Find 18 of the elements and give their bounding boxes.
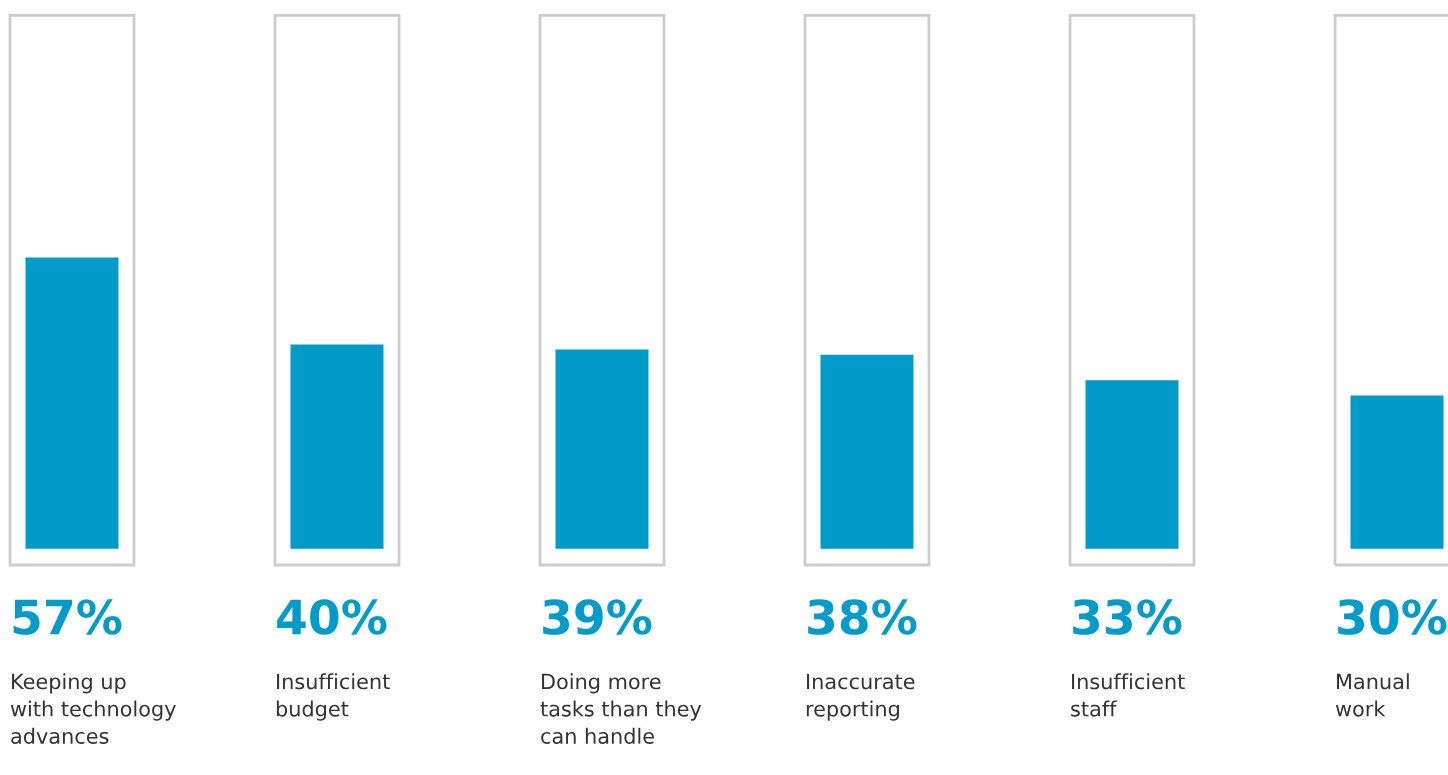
bar [1350, 395, 1444, 549]
bar [25, 257, 119, 549]
data-label: 40% [277, 599, 387, 635]
x-tick-label: Keeping up with technology advances [10, 673, 176, 744]
bar [555, 349, 649, 549]
bar [1085, 380, 1179, 549]
x-tick-label: Inaccurate reporting [806, 673, 915, 721]
data-label: 57% [13, 599, 122, 635]
x-tick-label: Insufficient budget [276, 673, 390, 721]
data-label: 30% [1338, 599, 1447, 635]
bar [820, 354, 914, 549]
data-label: 33% [1073, 599, 1182, 635]
data-label: 39% [543, 599, 652, 635]
data-label: 38% [808, 599, 917, 635]
bar [290, 344, 384, 549]
x-tick-label: Manual work [1335, 673, 1409, 717]
x-tick-label: Insufficient staff [1071, 673, 1185, 717]
x-tick-label: Doing more tasks than they can handle [540, 673, 702, 744]
